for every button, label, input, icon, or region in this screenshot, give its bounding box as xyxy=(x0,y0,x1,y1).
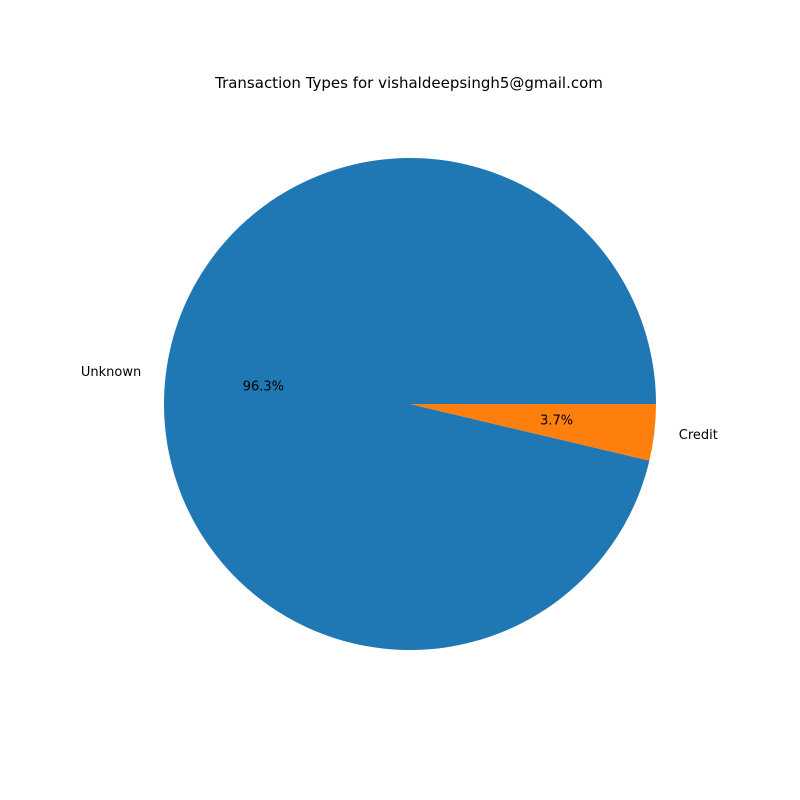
pie-labels: Unknown 96.3% Credit 3.7% xyxy=(81,365,718,443)
pie-slice-credit xyxy=(410,404,656,461)
slice-percent-unknown: 96.3% xyxy=(243,379,284,394)
pie-slice-unknown xyxy=(163,158,656,651)
pie-slices xyxy=(163,158,656,651)
slice-percent-credit: 3.7% xyxy=(540,414,573,429)
chart-title: Transaction Types for vishaldeepsingh5@g… xyxy=(214,74,603,92)
slice-label-unknown: Unknown xyxy=(81,365,141,380)
slice-label-credit: Credit xyxy=(679,428,718,443)
